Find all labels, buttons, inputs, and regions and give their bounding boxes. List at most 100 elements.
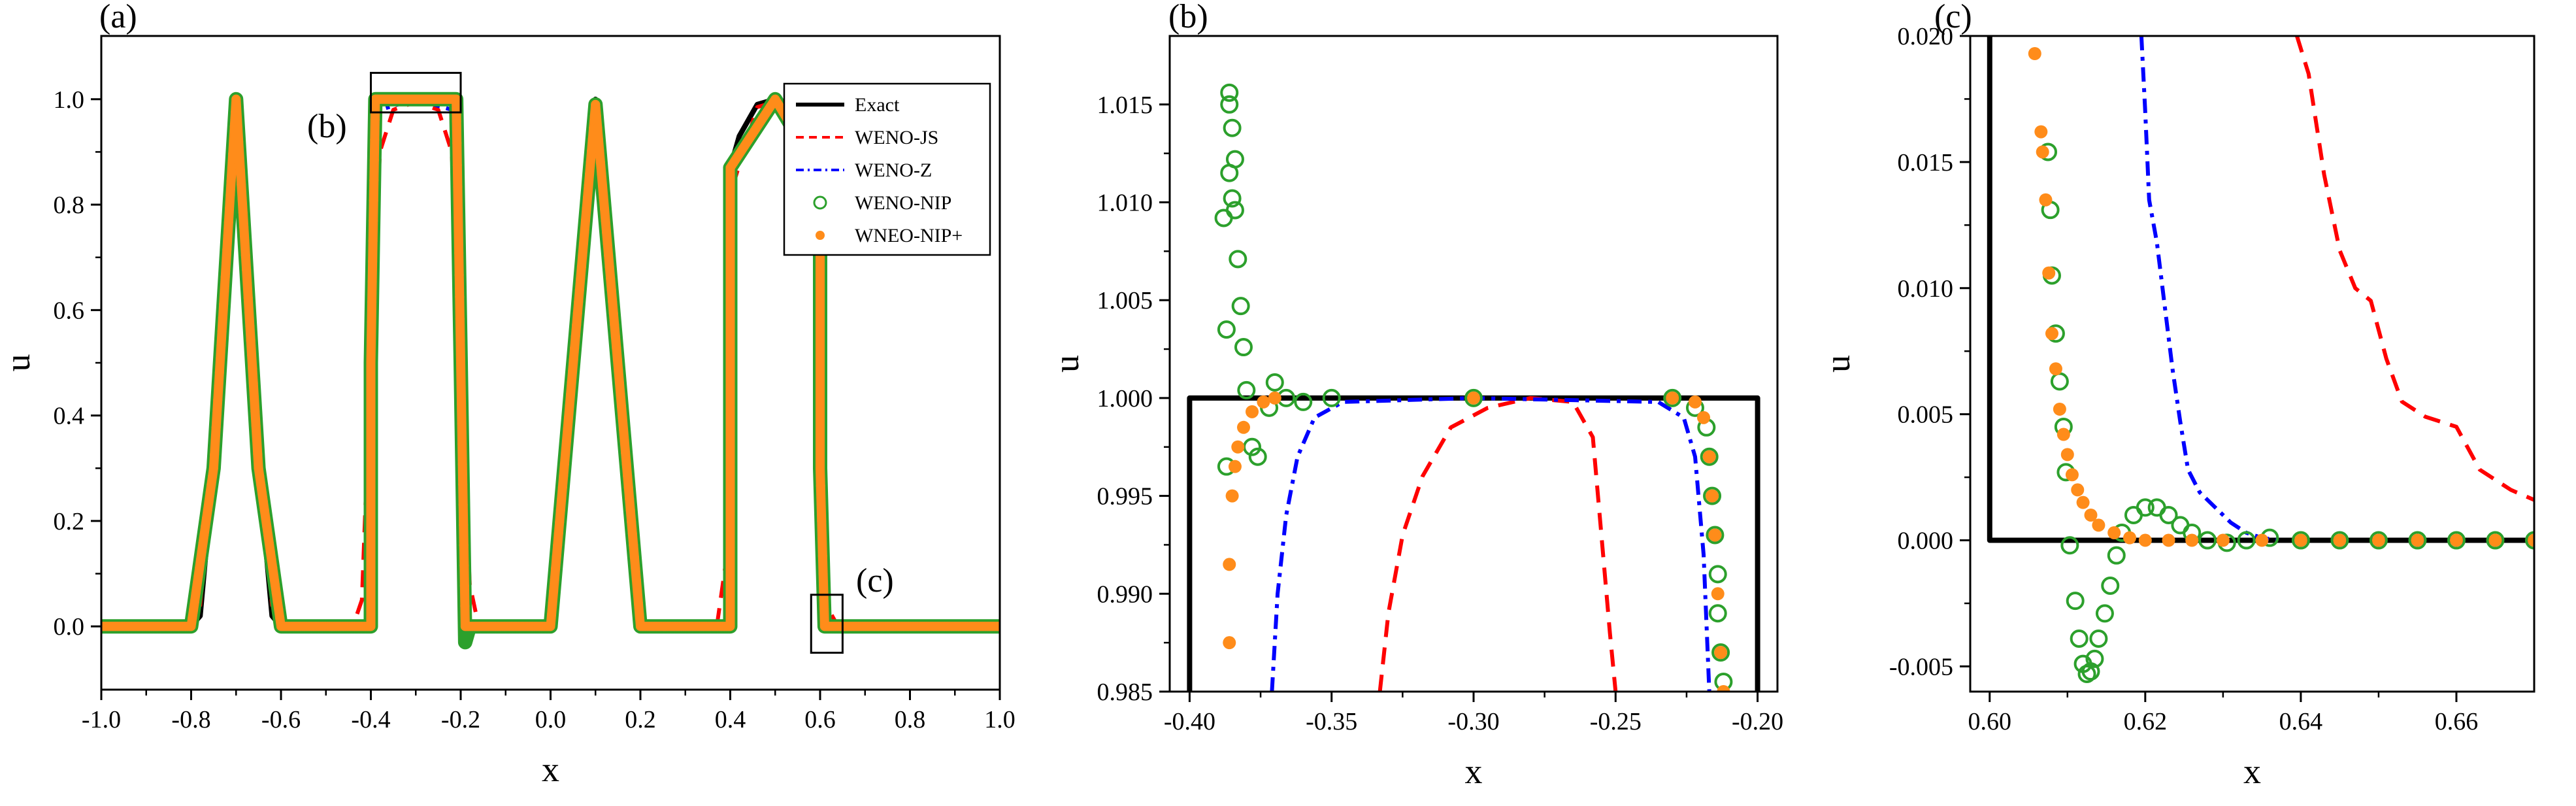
x-tick-label: -0.30	[1447, 708, 1499, 735]
data-point	[1223, 558, 1236, 571]
data-point	[816, 437, 825, 446]
data-point	[578, 250, 587, 260]
data-point	[621, 459, 631, 469]
data-point	[2525, 531, 2534, 550]
y-axis-label: u	[1047, 355, 1086, 373]
data-point	[460, 601, 470, 611]
data-point	[2039, 193, 2053, 207]
data-point	[635, 610, 644, 620]
data-point	[2291, 531, 2310, 550]
data-point	[2065, 468, 2079, 482]
data-point	[580, 216, 590, 226]
data-point	[453, 204, 463, 214]
data-point	[725, 352, 735, 361]
data-point	[819, 586, 829, 596]
data-point	[2528, 533, 2534, 547]
data-point	[193, 571, 203, 581]
data-point	[547, 610, 557, 620]
data-point	[625, 494, 635, 504]
data-point	[368, 236, 378, 246]
panel-label: (b)	[1168, 0, 1208, 35]
data-point	[816, 275, 825, 285]
data-point	[616, 390, 625, 399]
data-point	[546, 622, 555, 631]
data-point	[2076, 495, 2090, 509]
data-point	[252, 435, 261, 445]
data-point	[614, 378, 624, 388]
y-tick-label: 0.015	[1898, 149, 1954, 176]
x-tick-label: 0.8	[895, 706, 926, 733]
legend-label: WENO-JS	[855, 127, 938, 148]
data-point	[725, 297, 735, 307]
data-point	[253, 449, 263, 459]
data-point	[2198, 531, 2217, 550]
data-point	[580, 227, 589, 237]
data-point	[2060, 536, 2079, 555]
data-point	[452, 94, 461, 104]
data-point	[597, 181, 607, 191]
x-tick-label: -1.0	[82, 706, 121, 733]
data-point	[587, 146, 597, 156]
data-point	[2053, 402, 2066, 416]
data-point	[2333, 533, 2347, 547]
data-point	[619, 436, 629, 446]
data-point	[2449, 533, 2463, 547]
data-point	[459, 561, 469, 571]
data-point	[256, 480, 266, 490]
data-point	[212, 409, 222, 418]
data-point	[208, 472, 218, 482]
data-point	[2107, 526, 2121, 539]
data-point	[1214, 209, 1233, 227]
y-tick-label: 0.4	[54, 403, 85, 430]
data-point	[816, 329, 825, 339]
data-point	[2034, 125, 2048, 139]
data-point	[275, 613, 285, 623]
data-point	[817, 533, 827, 543]
data-point	[552, 552, 561, 562]
data-point	[568, 366, 578, 376]
data-point	[549, 587, 559, 596]
data-point	[1294, 392, 1313, 411]
data-point	[235, 165, 245, 175]
x-tick-label: 0.66	[2435, 708, 2479, 735]
data-point	[369, 175, 379, 185]
data-point	[220, 286, 229, 295]
series-line	[1987, 36, 2534, 543]
y-tick-label: 1.005	[1097, 287, 1153, 314]
data-point	[621, 448, 631, 458]
data-point	[725, 325, 735, 335]
data-point	[1265, 373, 1284, 392]
data-point	[210, 436, 220, 446]
data-point	[584, 181, 593, 191]
data-point	[725, 378, 735, 388]
data-point	[191, 588, 201, 598]
x-tick-label: 0.62	[2124, 708, 2168, 735]
data-point	[452, 138, 462, 148]
data-point	[458, 480, 468, 490]
data-point	[1711, 643, 1730, 662]
data-point	[1706, 526, 1725, 545]
data-point	[268, 563, 278, 573]
data-point	[725, 541, 735, 550]
data-point	[725, 594, 735, 604]
series-line	[1378, 395, 1618, 692]
data-point	[816, 302, 825, 312]
data-point	[223, 217, 233, 227]
data-point	[454, 226, 463, 236]
data-point	[248, 364, 257, 374]
data-point	[2045, 327, 2058, 341]
series-line	[1270, 395, 1711, 692]
y-tick-label: 1.010	[1097, 189, 1153, 216]
data-point	[561, 448, 570, 458]
data-point	[1322, 388, 1341, 407]
data-point	[550, 575, 559, 585]
data-point	[551, 563, 561, 573]
data-point	[548, 598, 557, 608]
data-point	[2408, 531, 2427, 550]
series-weno-z	[1270, 395, 1711, 692]
data-point	[623, 471, 633, 480]
data-point	[1229, 250, 1247, 269]
data-point	[2411, 533, 2424, 547]
data-point	[205, 488, 215, 498]
data-point	[1225, 201, 1244, 220]
